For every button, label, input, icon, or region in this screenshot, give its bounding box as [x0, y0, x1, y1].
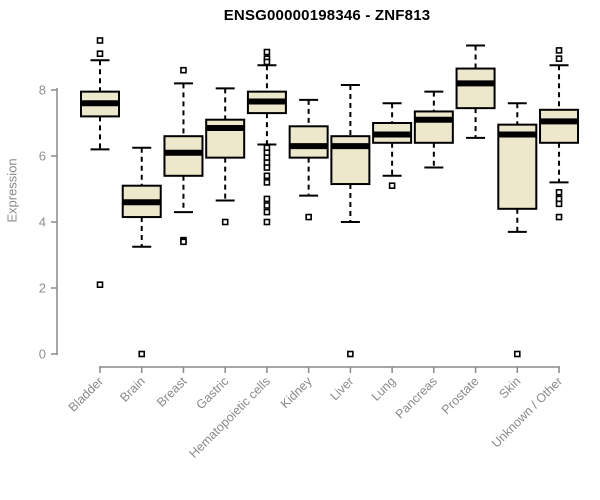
iqr-box: [539, 108, 580, 144]
outlier-point: [180, 66, 187, 74]
outlier-point: [555, 200, 563, 208]
outlier-point: [263, 202, 271, 209]
outlier-point: [555, 55, 563, 62]
y-tick-label: 8: [39, 83, 46, 98]
boxplot-box-pancreas: [413, 90, 454, 169]
outlier-point: [96, 50, 104, 58]
x-category-label: Unknown / Other: [489, 374, 565, 450]
iqr-box: [288, 125, 329, 159]
y-axis-label: Expression: [4, 158, 20, 223]
outlier-point: [388, 182, 396, 189]
iqr-box: [455, 67, 496, 110]
outlier-point: [555, 47, 563, 54]
boxplot-box-lung: [372, 102, 413, 189]
boxplot-box-gastric: [205, 87, 246, 226]
boxplot-box-unknown-other: [539, 47, 580, 221]
outlier-point: [263, 58, 271, 66]
boxplot-box-brain: [121, 146, 162, 358]
x-category-label: Lung: [369, 374, 399, 404]
outlier-point: [221, 218, 229, 226]
outlier-point: [263, 179, 271, 186]
iqr-box: [163, 135, 204, 177]
chart-title: ENSG00000198346 - ZNF813: [223, 7, 431, 24]
x-category-label: Kidney: [278, 374, 315, 411]
x-category-label: Pancreas: [393, 374, 440, 421]
boxplot-box-skin: [497, 102, 538, 358]
outlier-point: [180, 238, 187, 246]
boxplot-box-prostate: [455, 44, 496, 139]
x-category-label: Brain: [117, 374, 148, 405]
boxplot-box-breast: [163, 66, 204, 246]
x-category-label: Prostate: [439, 374, 482, 417]
y-tick-label: 6: [39, 149, 46, 164]
x-category-label: Breast: [154, 374, 190, 410]
outlier-point: [347, 350, 354, 358]
outlier-point: [96, 37, 104, 44]
x-category-label: Liver: [327, 374, 356, 403]
outlier-point: [263, 218, 271, 226]
outlier-point: [555, 189, 563, 196]
y-tick-label: 4: [39, 215, 46, 230]
outlier-point: [263, 208, 271, 216]
outlier-point: [263, 195, 271, 203]
x-category-label: Gastric: [193, 374, 231, 412]
boxplot-box-kidney: [288, 98, 329, 221]
x-category-label: Hematopoietic cells: [186, 374, 273, 461]
boxplot-box-liver: [330, 84, 371, 358]
outlier-point: [263, 164, 271, 171]
x-category-label: Bladder: [66, 374, 106, 414]
outlier-point: [96, 281, 104, 289]
y-tick-label: 2: [39, 281, 46, 296]
iqr-box: [497, 123, 538, 210]
outlier-point: [263, 172, 271, 180]
outlier-point: [263, 48, 271, 56]
boxplot-box-bladder: [80, 37, 120, 289]
x-category-label: Skin: [496, 374, 523, 401]
outlier-point: [305, 213, 312, 221]
y-tick-label: 0: [39, 347, 46, 362]
outlier-point: [555, 213, 563, 221]
outlier-point: [513, 350, 521, 358]
outlier-point: [138, 350, 146, 358]
boxplot-box-hematopoietic-cells: [246, 48, 287, 226]
iqr-box: [413, 110, 454, 144]
